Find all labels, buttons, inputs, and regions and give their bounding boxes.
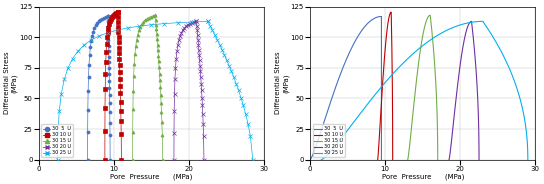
X-axis label: Pore  Pressure      (MPa): Pore Pressure (MPa) [381, 173, 464, 180]
Legend: 30  5  U, 30 10 U, 30 15 U, 30 20 U, 30 25 U: 30 5 U, 30 10 U, 30 15 U, 30 20 U, 30 25… [313, 125, 345, 157]
X-axis label: Pore  Pressure      (MPa): Pore Pressure (MPa) [110, 173, 193, 180]
Y-axis label: Differential Stress
(MPa): Differential Stress (MPa) [275, 52, 289, 114]
Y-axis label: Differential Stress
(MPa): Differential Stress (MPa) [4, 52, 17, 114]
Legend: 30  5  U, 30 10 U, 30 15 U, 30 20 U, 30 25 U: 30 5 U, 30 10 U, 30 15 U, 30 20 U, 30 25… [41, 125, 73, 157]
